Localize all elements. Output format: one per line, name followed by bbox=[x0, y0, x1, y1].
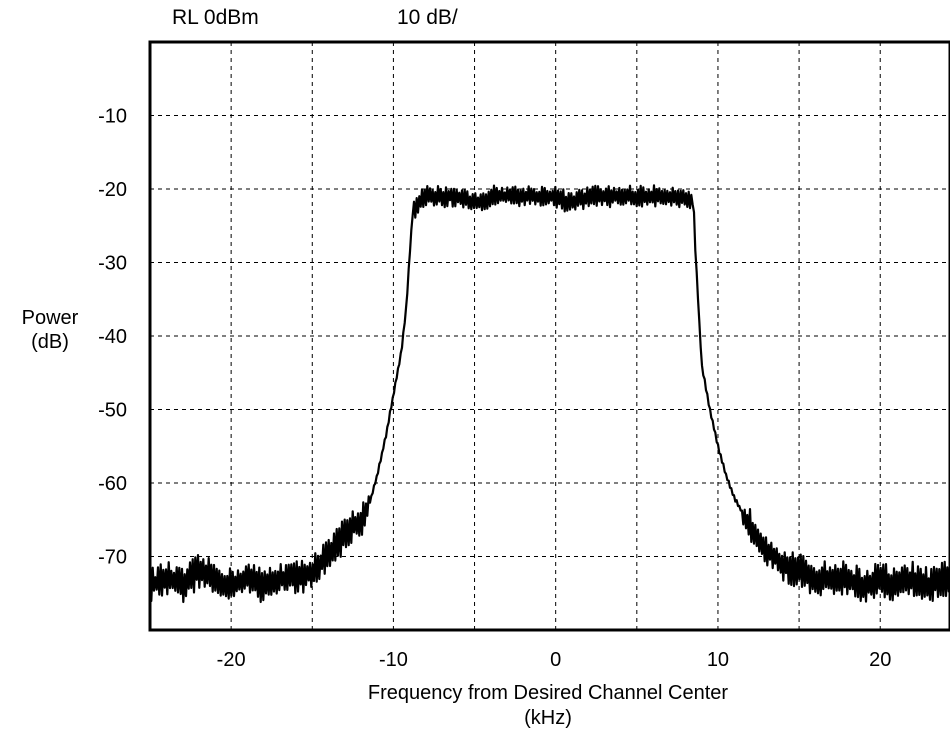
plot-frame bbox=[148, 40, 950, 632]
y-axis-label-line2: (dB) bbox=[31, 331, 69, 353]
y-tick-labels: -10 -20 -30 -40 -50 -60 -70 bbox=[98, 106, 127, 569]
x-tick-label: 0 bbox=[550, 649, 561, 671]
trace-layer bbox=[148, 184, 950, 604]
x-tick-label: -20 bbox=[217, 649, 246, 671]
y-tick-label: -20 bbox=[98, 179, 127, 201]
scale-per-division-label: 10 dB/ bbox=[397, 6, 458, 29]
x-tick-labels: -20 -10 0 10 20 bbox=[217, 649, 892, 671]
y-tick-label: -10 bbox=[98, 106, 127, 128]
y-tick-label: -40 bbox=[98, 326, 127, 348]
y-tick-label: -50 bbox=[98, 400, 127, 422]
x-axis-label-line1: Frequency from Desired Channel Center bbox=[367, 682, 729, 704]
grid bbox=[150, 42, 950, 630]
spectrum-trace bbox=[148, 184, 950, 604]
x-axis-label-line2: (kHz) bbox=[524, 707, 572, 729]
x-tick-label: 20 bbox=[869, 649, 891, 671]
x-tick-label: -10 bbox=[379, 649, 408, 671]
y-tick-label: -30 bbox=[98, 253, 127, 275]
y-tick-label: -70 bbox=[98, 547, 127, 569]
x-tick-label: 10 bbox=[707, 649, 729, 671]
y-tick-label: -60 bbox=[98, 473, 127, 495]
reference-level-label: RL 0dBm bbox=[172, 6, 259, 29]
y-axis-label-line1: Power bbox=[21, 307, 79, 329]
